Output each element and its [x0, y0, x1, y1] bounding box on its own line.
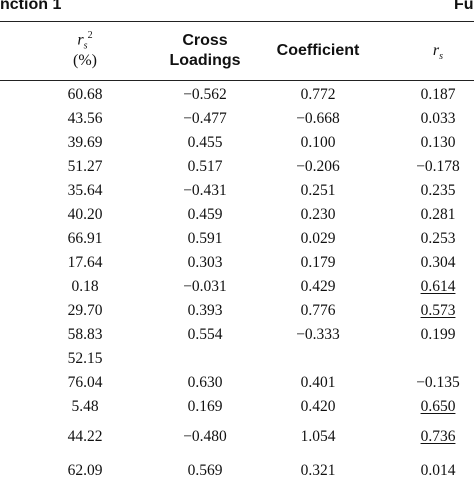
cell-cross: 0.591 — [187, 230, 223, 247]
function-2-label-fragment: Fu — [454, 0, 474, 13]
cell-rs2: 5.48 — [71, 398, 99, 415]
cell-coef: 0.420 — [300, 398, 336, 415]
col-header-cross-loadings-line1: Cross — [182, 32, 228, 49]
cell-cross: −0.431 — [183, 182, 227, 199]
cell-rs: 0.253 — [420, 230, 456, 247]
cell-coef: 0.251 — [300, 182, 336, 199]
cell-rs: 0.199 — [420, 326, 456, 343]
cell-rs: 0.614 — [420, 278, 456, 295]
cell-cross: 0.393 — [187, 302, 223, 319]
cell-cross: 0.517 — [187, 158, 223, 175]
cell-cross: 0.303 — [187, 254, 223, 271]
rs2-symbol: r — [77, 31, 84, 49]
cell-rs2: 58.83 — [67, 326, 103, 343]
cell-cross: 0.569 — [187, 462, 223, 479]
cell-cross: 0.455 — [187, 134, 223, 151]
col-header-rs2-unit: (%) — [73, 52, 97, 69]
col-header-cross-loadings-line2: Loadings — [169, 52, 241, 69]
cell-coef: 0.100 — [300, 134, 336, 151]
cell-coef: 0.230 — [300, 206, 336, 223]
header-top-rule — [0, 21, 474, 23]
cell-rs: 0.304 — [420, 254, 456, 271]
cell-cross: 0.630 — [187, 374, 223, 391]
cell-rs2: 35.64 — [67, 182, 103, 199]
cell-rs2: 0.18 — [71, 278, 99, 295]
cell-coef: −0.668 — [296, 110, 340, 127]
cell-cross: −0.477 — [183, 110, 227, 127]
col-header-coefficient: Coefficient — [276, 42, 360, 59]
function-1-label: nction 1 — [0, 0, 62, 13]
cell-rs: 0.187 — [420, 86, 456, 103]
cell-rs2: 17.64 — [67, 254, 103, 271]
cell-rs: 0.033 — [420, 110, 456, 127]
cell-cross: 0.459 — [187, 206, 223, 223]
cell-rs2: 52.15 — [67, 350, 103, 367]
cell-cross: −0.031 — [183, 278, 227, 295]
cell-rs: 0.130 — [420, 134, 456, 151]
rs-subscript: s — [439, 51, 444, 63]
rs2-superscript: 2 — [87, 30, 93, 41]
cell-cross: −0.480 — [183, 428, 227, 445]
cell-rs2: 51.27 — [67, 158, 103, 175]
cell-cross: 0.554 — [187, 326, 223, 343]
cell-rs: −0.178 — [416, 158, 460, 175]
cell-rs2: 40.20 — [67, 206, 103, 223]
cell-coef: 1.054 — [300, 428, 336, 445]
cell-cross: −0.562 — [183, 86, 227, 103]
cell-coef: −0.206 — [296, 158, 340, 175]
cell-rs2: 62.09 — [67, 462, 103, 479]
cell-rs2: 60.68 — [67, 86, 103, 103]
col-header-rs2: rs2 — [56, 30, 114, 52]
cell-rs: 0.014 — [420, 462, 456, 479]
cell-coef: 0.401 — [300, 374, 336, 391]
cell-coef: 0.029 — [300, 230, 336, 247]
cell-rs: 0.281 — [420, 206, 456, 223]
rs-symbol: r — [432, 42, 440, 59]
cell-coef: 0.321 — [300, 462, 336, 479]
cell-coef: 0.776 — [300, 302, 336, 319]
cell-rs2: 44.22 — [67, 428, 103, 445]
cell-rs2: 43.56 — [67, 110, 103, 127]
cell-rs: 0.235 — [420, 182, 456, 199]
cell-cross: 0.169 — [187, 398, 223, 415]
cell-rs: 0.573 — [420, 302, 456, 319]
cell-rs2: 76.04 — [67, 374, 103, 391]
cell-rs: 0.736 — [420, 428, 456, 445]
cell-rs: −0.135 — [416, 374, 460, 391]
cell-coef: 0.179 — [300, 254, 336, 271]
rs2-subscript: s — [83, 40, 88, 52]
cell-rs: 0.650 — [420, 398, 456, 415]
cell-rs2: 66.91 — [67, 230, 103, 247]
col-header-rs: rs — [418, 42, 458, 62]
cell-coef: 0.429 — [300, 278, 336, 295]
cell-coef: 0.772 — [300, 86, 336, 103]
cell-rs2: 39.69 — [67, 134, 103, 151]
cell-rs2: 29.70 — [67, 302, 103, 319]
cell-coef: −0.333 — [296, 326, 340, 343]
header-bottom-rule — [0, 80, 474, 81]
